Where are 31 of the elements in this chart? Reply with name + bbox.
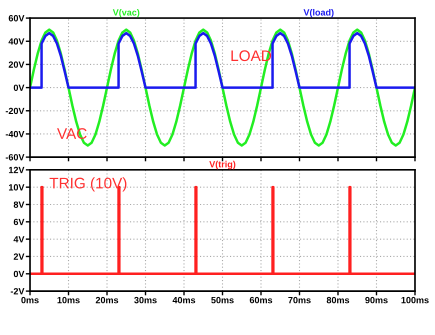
line-series xyxy=(30,32,415,89)
x-tick-label: 90ms xyxy=(365,296,388,304)
x-tick-label: 0ms xyxy=(21,296,39,304)
series-label: V(vac) xyxy=(112,8,140,18)
y-tick-label: 8V xyxy=(14,201,24,208)
x-tick-label: 50ms xyxy=(211,296,234,304)
x-tick-label: 80ms xyxy=(326,296,350,304)
y-tick-label: -60V xyxy=(6,154,24,160)
x-tick-label: 30ms xyxy=(134,296,157,304)
text: V(trig) xyxy=(209,160,236,170)
y-tick-label: 60V xyxy=(8,15,24,22)
y-tick-label: 12V xyxy=(8,166,24,174)
y-tick-label: 6V xyxy=(14,218,24,226)
y-tick-label: 10V xyxy=(8,184,24,191)
x-tick-label: 100ms xyxy=(402,296,429,304)
y-tick-label: -40V xyxy=(6,130,24,138)
text: V(load) xyxy=(304,8,334,18)
y-tick-label: 0V xyxy=(14,84,24,91)
y-tick-label: -20V xyxy=(6,108,24,114)
y-tick-label: -2V xyxy=(10,288,24,294)
y-tick-label: 20V xyxy=(8,61,24,68)
x-tick-label: 10ms xyxy=(58,296,80,304)
x-tick-label: 70ms xyxy=(288,296,311,304)
x-tick-label: 20ms xyxy=(96,296,118,304)
y-tick-label: 2V xyxy=(14,253,24,260)
x-tick-label: 60ms xyxy=(250,296,272,304)
y-tick-label: 0V xyxy=(14,270,24,278)
annotation: TRIG (10V) xyxy=(50,177,126,192)
y-tick-label: 4V xyxy=(14,236,24,242)
y-tick-label: 40V xyxy=(8,38,24,45)
x-tick-label: 40ms xyxy=(172,296,196,304)
